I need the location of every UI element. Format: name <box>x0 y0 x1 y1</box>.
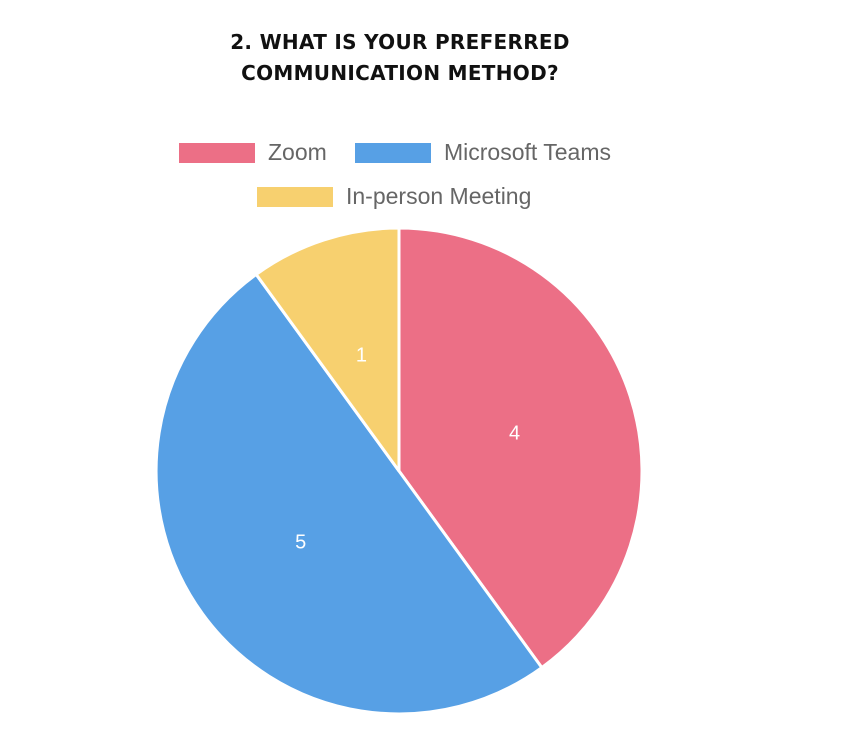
pie-slice-zoom[interactable] <box>397 226 644 670</box>
legend-label-zoom: Zoom <box>268 139 327 165</box>
data-label-zoom: 4 <box>509 422 520 444</box>
legend-item-in-person-meeting[interactable]: In-person Meeting <box>257 183 531 210</box>
legend-label-microsoft-teams: Microsoft Teams <box>444 139 612 165</box>
data-label-microsoft-teams: 5 <box>295 531 306 553</box>
data-label-in-person-meeting: 1 <box>356 344 367 366</box>
legend-label-in-person-meeting: In-person Meeting <box>346 183 532 209</box>
pie-slice-in-person-meeting[interactable] <box>254 226 401 473</box>
legend-swatch-microsoft-teams <box>355 142 431 163</box>
legend-item-microsoft-teams[interactable]: Microsoft Teams <box>355 139 611 166</box>
legend-swatch-zoom <box>179 142 255 163</box>
chart-title: 2. WHAT IS YOUR PREFERRED COMMUNICATION … <box>0 27 800 89</box>
pie-slice-microsoft-teams[interactable] <box>154 272 544 716</box>
legend-swatch-in-person-meeting <box>257 186 333 207</box>
chart-title-line-1: 2. WHAT IS YOUR PREFERRED <box>230 30 570 54</box>
chart-title-line-2: COMMUNICATION METHOD? <box>241 61 559 85</box>
legend-item-zoom[interactable]: Zoom <box>179 139 327 166</box>
